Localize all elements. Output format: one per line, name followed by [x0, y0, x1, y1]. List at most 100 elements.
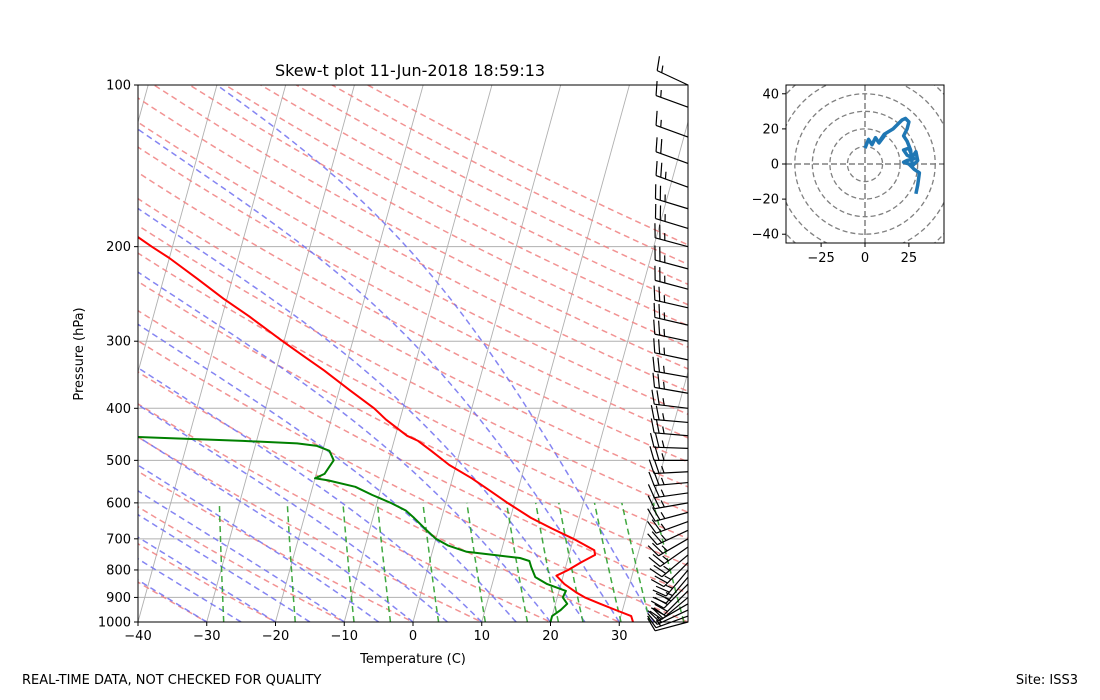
barb-staff — [661, 596, 689, 620]
isotherm — [412, 85, 562, 622]
isotherm — [206, 85, 355, 622]
wind-barb — [652, 569, 689, 597]
barb-half-flag — [662, 398, 665, 406]
barb-staff — [655, 259, 689, 270]
barb-flag — [649, 446, 655, 461]
y-tick-label: 500 — [106, 454, 131, 469]
wind-barb — [650, 418, 689, 437]
dry-adiabat — [138, 581, 209, 622]
barb-flag — [649, 568, 663, 578]
barb-half-flag — [663, 365, 665, 374]
isotherm — [0, 85, 79, 622]
barb-half-flag — [664, 575, 672, 581]
barb-staff — [654, 352, 689, 361]
wind-barb — [653, 338, 689, 361]
barb-half-flag — [661, 534, 667, 541]
quality-note: REAL-TIME DATA, NOT CHECKED FOR QUALITY — [22, 673, 322, 688]
barb-flag — [647, 484, 655, 498]
barb-flag — [651, 389, 655, 405]
barb-flag — [655, 81, 658, 96]
barb-half-flag — [656, 616, 663, 623]
barb-flag — [651, 507, 661, 521]
barb-flag — [656, 390, 660, 405]
barb-flag — [653, 564, 667, 575]
barb-half-flag — [661, 453, 665, 461]
wind-barb — [651, 389, 689, 409]
barb-flag — [653, 338, 656, 353]
x-tick-label: 30 — [611, 629, 628, 644]
wind-barb — [650, 562, 689, 588]
hodograph-plot-area — [786, 85, 944, 243]
mixing-ratio-line — [593, 502, 622, 622]
barb-flag — [653, 459, 660, 474]
wind-barb — [647, 519, 689, 534]
x-tick-label: −10 — [331, 629, 358, 644]
wind-barb — [649, 446, 688, 461]
hodograph-x-tick-label: 0 — [861, 251, 869, 266]
barb-half-flag — [662, 413, 665, 421]
barb-flag — [647, 508, 656, 522]
moist-adiabat — [138, 323, 517, 622]
barb-staff — [665, 569, 689, 597]
hodograph-y-tick-label: −20 — [752, 193, 779, 208]
barb-flag — [648, 471, 655, 486]
skewt-curves — [138, 235, 634, 622]
dry-adiabat — [138, 252, 688, 540]
hodograph-y-tick-label: −40 — [752, 228, 779, 243]
moist-adiabat — [138, 513, 311, 622]
hodograph-y-tick-label: 20 — [762, 122, 779, 137]
mixing-ratio-line — [621, 502, 651, 622]
barb-half-flag — [661, 65, 664, 73]
y-tick-label: 700 — [106, 532, 131, 547]
moist-adiabat — [138, 207, 586, 622]
barb-flag — [647, 610, 659, 622]
barb-staff — [654, 386, 689, 394]
barb-flag — [655, 585, 670, 593]
barb-staff — [655, 520, 689, 534]
barb-flag — [658, 286, 661, 302]
hodograph-y-tick-label: 0 — [771, 158, 779, 173]
x-tick-label: 20 — [542, 629, 559, 644]
barb-flag — [647, 533, 658, 546]
wind-barb — [654, 223, 689, 248]
chart-title: Skew-t plot 11-Jun-2018 18:59:13 — [275, 61, 545, 80]
barb-staff — [654, 481, 689, 487]
barb-half-flag — [660, 489, 665, 497]
dry-adiabat — [138, 542, 278, 622]
isotherm — [687, 620, 688, 622]
barb-flag — [649, 432, 655, 448]
barb-staff — [655, 621, 689, 632]
wind-barb — [650, 405, 689, 424]
barb-flag — [655, 418, 660, 434]
wind-barb — [654, 265, 689, 290]
barb-staff — [653, 446, 689, 449]
wind-barb — [647, 483, 689, 499]
hodograph-ring — [829, 128, 901, 200]
wind-barb — [649, 554, 689, 578]
barb-staff — [654, 432, 689, 437]
barb-staff — [655, 511, 689, 522]
y-tick-label: 300 — [106, 335, 131, 350]
isotherm — [275, 85, 424, 622]
mixing-ratio-line — [376, 502, 392, 622]
y-tick-label: 900 — [106, 591, 131, 606]
barb-staff — [656, 529, 689, 546]
hodograph-x-tick-label: 25 — [901, 251, 918, 266]
barb-flag — [658, 304, 661, 319]
barb-half-flag — [662, 426, 665, 434]
wind-barb — [653, 319, 689, 342]
barb-half-flag — [660, 119, 662, 128]
wind-barb — [648, 546, 689, 567]
barb-staff — [654, 502, 689, 510]
wind-barb — [649, 432, 689, 449]
barb-half-flag — [663, 381, 665, 390]
moist-adiabat — [138, 464, 380, 622]
x-tick-label: 0 — [409, 629, 417, 644]
mixing-ratio-line — [558, 502, 584, 622]
wind-barb — [648, 459, 689, 475]
moist-adiabat — [138, 557, 242, 622]
moist-adiabat — [138, 403, 448, 622]
wind-barb — [654, 184, 689, 210]
barb-flag — [660, 138, 663, 154]
moist-adiabat — [138, 128, 620, 622]
